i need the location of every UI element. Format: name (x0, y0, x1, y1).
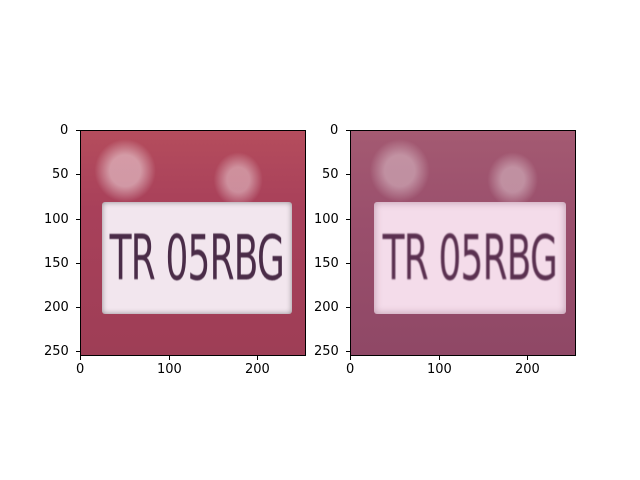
ytick-label: 200 (44, 300, 69, 315)
xtick-mark (257, 356, 258, 360)
ytick-label: 150 (44, 256, 69, 271)
plate-text: TR 05RBG (382, 221, 558, 295)
ytick-mark (346, 307, 350, 308)
right-image-panel: TR 05RBG (350, 130, 576, 356)
ytick-mark (346, 174, 350, 175)
left-image-panel: TR 05RBG (80, 130, 306, 356)
ytick-mark (346, 219, 350, 220)
ytick-mark (346, 130, 350, 131)
ytick-label: 250 (314, 344, 339, 359)
ytick-mark (346, 263, 350, 264)
ytick-mark (76, 307, 80, 308)
xtick-label: 100 (157, 362, 182, 377)
ytick-label: 100 (314, 212, 339, 227)
xtick-mark (350, 356, 351, 360)
ytick-label: 50 (322, 167, 339, 182)
ytick-mark (76, 174, 80, 175)
ytick-label: 100 (44, 212, 69, 227)
ytick-label: 0 (330, 123, 339, 138)
xtick-label: 200 (515, 362, 540, 377)
xtick-label: 100 (427, 362, 452, 377)
ytick-mark (346, 351, 350, 352)
license-plate: TR 05RBG (102, 202, 292, 314)
xtick-label: 200 (245, 362, 270, 377)
ytick-label: 150 (314, 256, 339, 271)
xtick-label: 0 (76, 362, 85, 377)
ytick-mark (76, 130, 80, 131)
ytick-label: 200 (314, 300, 339, 315)
xtick-mark (527, 356, 528, 360)
license-plate: TR 05RBG (374, 202, 566, 314)
ytick-mark (76, 219, 80, 220)
xtick-mark (80, 356, 81, 360)
xtick-mark (169, 356, 170, 360)
ytick-label: 0 (60, 123, 69, 138)
ytick-mark (76, 263, 80, 264)
xtick-mark (439, 356, 440, 360)
ytick-label: 50 (52, 167, 69, 182)
plate-text: TR 05RBG (109, 221, 285, 295)
xtick-label: 0 (346, 362, 355, 377)
ytick-mark (76, 351, 80, 352)
ytick-label: 250 (44, 344, 69, 359)
